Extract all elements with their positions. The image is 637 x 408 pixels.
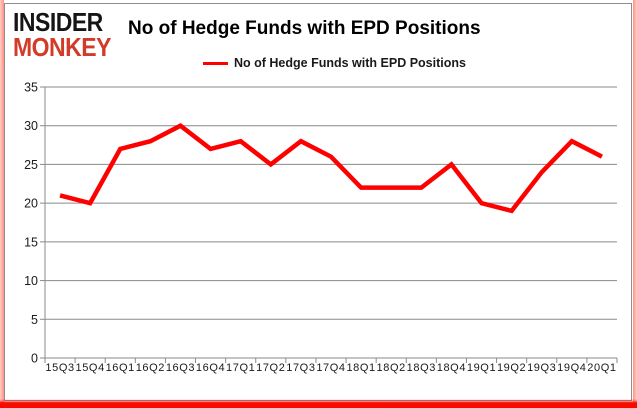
- x-axis-label: 17Q3: [286, 362, 315, 374]
- logo-text-monkey: MONKEY: [13, 32, 111, 62]
- logo-text-insider: INSIDER: [13, 7, 103, 37]
- x-axis-label: 16Q2: [136, 362, 165, 374]
- chart-title: No of Hedge Funds with EPD Positions: [128, 18, 481, 39]
- x-axis-label: 17Q2: [256, 362, 285, 374]
- insider-monkey-logo: INSIDER MONKEY: [13, 7, 111, 62]
- frame-red-bar: [0, 399, 637, 408]
- x-axis-label: 19Q1: [467, 362, 496, 374]
- x-axis-label: 18Q3: [407, 362, 436, 374]
- y-axis-label: 30: [24, 119, 38, 133]
- y-axis-label: 25: [24, 158, 38, 172]
- y-axis-label: 20: [24, 197, 38, 211]
- x-axis-label: 15Q3: [45, 362, 74, 374]
- x-axis-label: 16Q1: [106, 362, 135, 374]
- x-axis-label: 20Q1: [587, 362, 616, 374]
- legend-label: No of Hedge Funds with EPD Positions: [234, 56, 466, 70]
- x-axis-label: 16Q3: [166, 362, 195, 374]
- frame-glow-right: [633, 0, 637, 408]
- x-axis-label: 19Q3: [527, 362, 556, 374]
- y-axis-label: 15: [24, 235, 38, 249]
- frame-glow-left: [0, 0, 4, 408]
- series-line: [59, 123, 603, 214]
- x-axis-label: 16Q4: [196, 362, 225, 374]
- x-axis-label: 18Q1: [346, 362, 375, 374]
- y-axis-label: 0: [31, 352, 38, 366]
- x-axis-label: 19Q4: [557, 362, 586, 374]
- x-axis-label: 17Q4: [316, 362, 345, 374]
- y-axis-label: 35: [24, 81, 38, 95]
- x-axis-label: 18Q4: [437, 362, 466, 374]
- x-axis-label: 18Q2: [377, 362, 406, 374]
- x-axis-label: 15Q4: [76, 362, 105, 374]
- x-axis-label: 17Q1: [226, 362, 255, 374]
- y-axis-label: 5: [31, 313, 38, 327]
- legend: No of Hedge Funds with EPD Positions: [203, 56, 466, 70]
- y-axis-label: 10: [24, 274, 38, 288]
- x-axis-label: 19Q2: [497, 362, 526, 374]
- legend-line-swatch: [203, 61, 228, 65]
